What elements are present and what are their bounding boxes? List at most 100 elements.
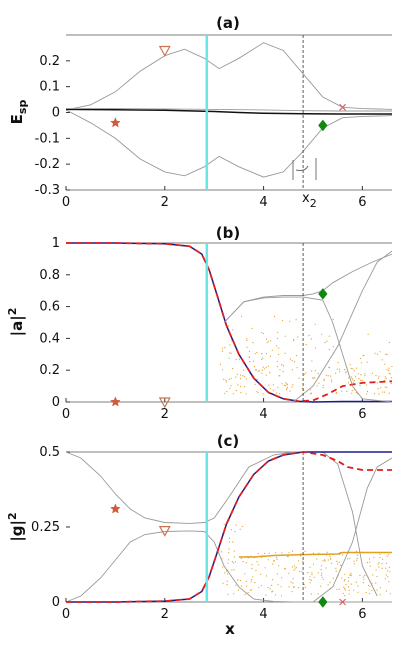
scatter-point (227, 559, 229, 561)
scatter-point (362, 576, 364, 578)
scatter-point (295, 319, 297, 321)
scatter-point (331, 562, 333, 565)
scatter-point (227, 562, 229, 564)
scatter-point (330, 375, 332, 377)
scatter-point (269, 588, 271, 590)
x-tick-label: 2 (161, 195, 169, 210)
scatter-point (373, 393, 376, 395)
scatter-point (379, 351, 381, 353)
series-line-1 (66, 242, 393, 403)
y-tick-label: 0 (52, 395, 60, 410)
scatter-point (296, 367, 298, 369)
scatter-point (385, 567, 387, 569)
scatter-point (313, 377, 315, 379)
scatter-point (241, 315, 243, 317)
series-line-0 (66, 242, 392, 403)
scatter-point (251, 327, 253, 329)
scatter-point (364, 373, 366, 375)
scatter-point (338, 588, 340, 590)
scatter-point (256, 378, 258, 380)
scatter-point (318, 552, 320, 554)
y-tick-label: 0 (52, 595, 60, 610)
scatter-point (310, 593, 312, 595)
scatter-point (364, 375, 366, 377)
scatter-point (257, 553, 259, 555)
scatter-point (292, 384, 294, 386)
scatter-point (377, 377, 380, 379)
scatter-point (228, 541, 230, 543)
panel-b-plot: 0 2 4 6 1 0.8 0.6 0.4 0.2 0 (39, 236, 393, 422)
figure-xlabel: x (225, 620, 235, 638)
scatter-point (231, 340, 233, 342)
panel-a-plot: 0 2 4 6 0.2 0.1 0 -0.1 -0.2 -0.3 (35, 34, 393, 210)
scatter-point (344, 588, 346, 590)
scatter-point (221, 350, 224, 352)
y-tick-label: 0.6 (39, 300, 60, 315)
scatter-point (285, 568, 287, 570)
panel-a-title: (a) (216, 14, 240, 32)
y-tick-label: 0.2 (39, 54, 60, 69)
scatter-point (331, 381, 333, 383)
scatter-point (249, 589, 251, 591)
scatter-point (239, 528, 241, 530)
scatter-point (346, 390, 348, 392)
scatter-point (270, 340, 272, 342)
y-tick-label: 0.8 (39, 268, 60, 283)
scatter-point (348, 593, 350, 595)
series-line-0 (65, 42, 393, 111)
scatter-point (378, 562, 380, 564)
series-line-3 (66, 108, 392, 112)
scatter-point (281, 383, 283, 385)
scatter-point (355, 581, 357, 583)
series-line-4 (238, 551, 392, 558)
scatter-point (309, 566, 311, 568)
scatter-point (378, 393, 380, 395)
scatter-point (238, 358, 240, 360)
scatter-point (276, 392, 278, 394)
scatter-point (343, 580, 345, 582)
scatter-point (343, 586, 345, 588)
scatter-point (328, 366, 330, 368)
scatter-point (378, 566, 380, 568)
scatter-point (265, 366, 267, 368)
scatter-point (322, 387, 324, 389)
y-tick-label: 1 (52, 236, 60, 251)
scatter-point (328, 335, 330, 337)
scatter-point (254, 383, 256, 385)
scatter-point (337, 563, 339, 565)
scatter-point (388, 554, 390, 556)
scatter-point (367, 584, 370, 587)
scatter-point (388, 369, 390, 372)
scatter-point (247, 592, 249, 594)
scatter-point (222, 369, 224, 371)
x-tick-label: 0 (62, 607, 70, 622)
scatter-point (324, 560, 326, 562)
scatter-point (302, 560, 304, 563)
scatter-point (256, 561, 258, 563)
scatter-point (297, 336, 299, 338)
scatter-point (232, 541, 234, 543)
scatter-point (291, 550, 294, 552)
scatter-point (375, 582, 377, 584)
scatter-point (288, 552, 290, 554)
scatter-point (311, 360, 313, 362)
scatter-point (353, 560, 355, 562)
scatter-point (376, 589, 378, 591)
scatter-point (350, 574, 352, 576)
scatter-point (291, 360, 293, 362)
marker-triangle-down (158, 45, 171, 57)
scatter-point (353, 563, 355, 565)
panel-c-plot: 0 2 4 6 0.5 0.25 0 (31, 445, 393, 622)
scatter-point (366, 384, 368, 386)
scatter-point (228, 378, 230, 380)
scatter-point (235, 524, 237, 526)
scatter-point (369, 561, 371, 564)
x-tick-label: 4 (259, 607, 267, 622)
scatter-point (351, 390, 353, 392)
scatter-point (284, 335, 286, 337)
scatter-point (311, 370, 313, 372)
scatter-point (341, 577, 343, 579)
scatter-point (321, 576, 323, 579)
scatter-point (294, 568, 296, 570)
scatter-point (364, 575, 366, 577)
